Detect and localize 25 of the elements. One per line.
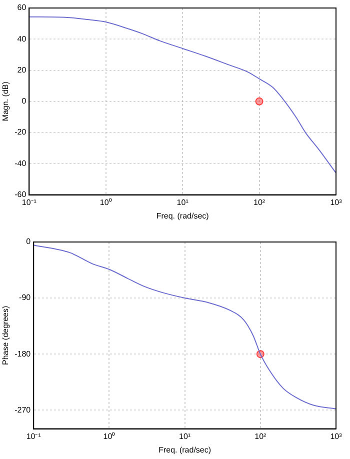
x-tick-label: 10⁻¹ (26, 432, 42, 441)
y-tick-label: -90 (19, 293, 32, 302)
x-tick-label: 10¹ (179, 432, 191, 441)
x-tick-label: 10⁻¹ (22, 198, 37, 207)
y-axis-title: Phase (degrees) (1, 306, 10, 365)
y-tick-label: -20 (14, 128, 27, 137)
y-tick-label: 0 (22, 96, 27, 106)
y-tick-label: 60 (17, 3, 27, 12)
x-tick-label: 10² (254, 432, 267, 441)
x-tick-label: 10³ (330, 432, 342, 441)
y-tick-label: 0 (26, 237, 32, 246)
x-tick-label: 10⁰ (103, 432, 116, 441)
y-tick-label: -180 (14, 349, 32, 358)
x-tick-label: 10² (254, 198, 266, 207)
y-tick-label: -40 (14, 158, 27, 168)
y-tick-label: -60 (14, 190, 27, 200)
y-axis-title: Magn. (dB) (1, 81, 10, 122)
x-tick-label: 10³ (330, 198, 342, 207)
x-tick-label: 10⁰ (100, 198, 112, 207)
y-tick-label: 40 (17, 34, 27, 44)
x-axis-title: Freq. (rad/sec) (158, 445, 212, 454)
y-tick-label: 20 (17, 65, 27, 74)
x-tick-label: 10¹ (176, 198, 189, 207)
y-tick-label: -270 (14, 405, 32, 414)
x-axis-title: Freq. (rad/sec) (156, 211, 210, 220)
